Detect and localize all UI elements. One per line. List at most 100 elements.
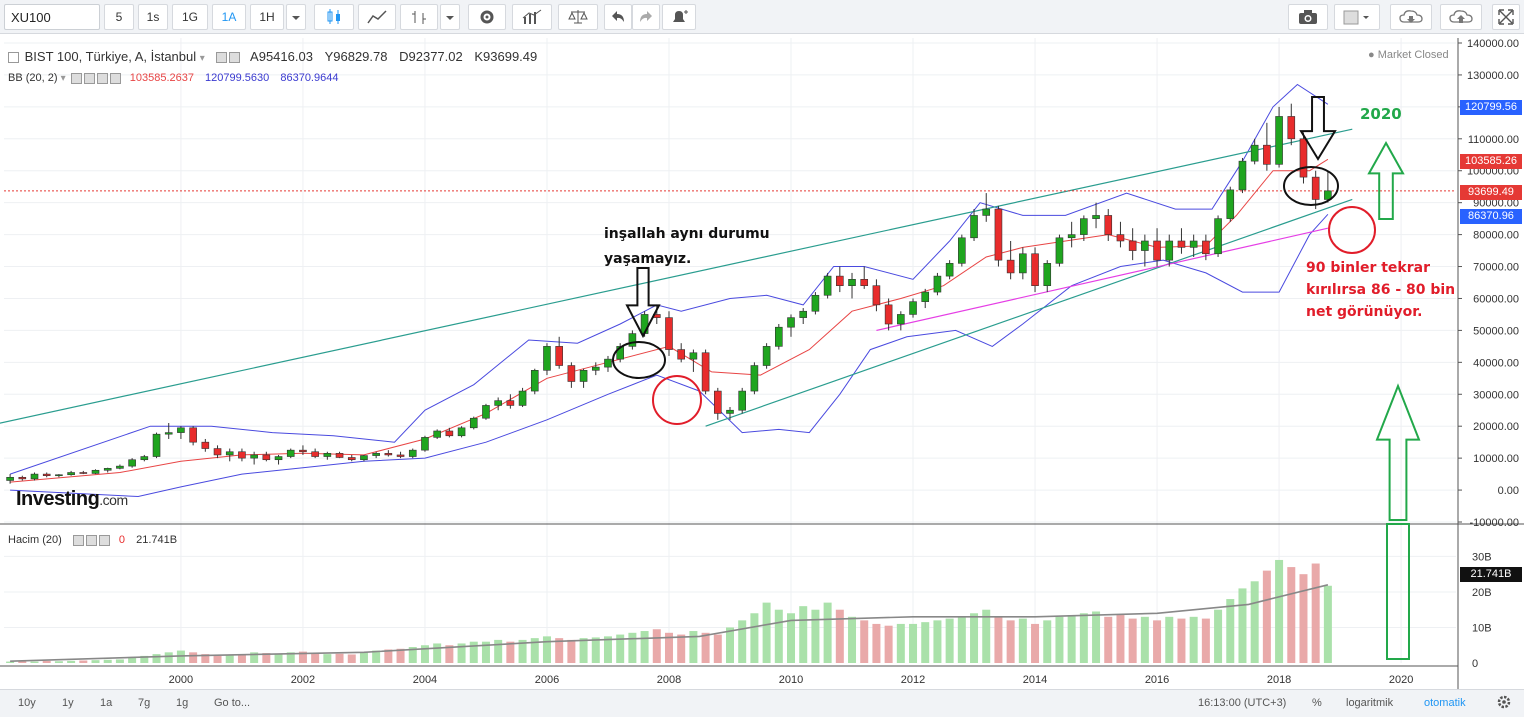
volume-bar [347, 654, 356, 663]
volume-bar [1104, 616, 1113, 663]
volume-bar [1153, 620, 1162, 663]
volume-bar [445, 645, 454, 663]
legend-close: K93699.49 [474, 49, 538, 64]
range-10y[interactable]: 10y [18, 697, 36, 709]
candle-down [445, 430, 454, 437]
volume-bar [494, 639, 503, 663]
time-tick-label: 2014 [1023, 674, 1047, 686]
volume-bar [1092, 611, 1101, 663]
volume-bar [286, 652, 295, 663]
volume-bar [555, 638, 564, 663]
range-7g[interactable]: 7g [138, 697, 151, 709]
up-arrow-stem-shape [1386, 523, 1410, 660]
volume-bar [933, 620, 942, 663]
layout-button[interactable] [1334, 4, 1380, 30]
bb-basis-line [10, 158, 1329, 483]
volume-bar [225, 655, 234, 663]
line-style-button[interactable] [358, 4, 396, 30]
candle-up [1189, 240, 1198, 248]
candle-down [1104, 215, 1113, 235]
alert-button[interactable] [662, 4, 696, 30]
candle-down [1202, 240, 1210, 255]
volume-bar [701, 632, 710, 663]
symbol-input[interactable]: XU100 [4, 4, 100, 30]
volume-bar [42, 660, 51, 663]
save-cloud-button[interactable] [1390, 4, 1432, 30]
candle-down [713, 390, 722, 414]
settings-button[interactable] [468, 4, 506, 30]
price-tick-label: 80000.00 [1473, 230, 1519, 242]
candle-up [738, 390, 747, 411]
candle-down [201, 441, 210, 449]
volume-bar [1140, 616, 1149, 663]
candle-down [860, 279, 869, 286]
range-1g[interactable]: 1g [176, 697, 189, 709]
candle-down [238, 451, 246, 459]
volume-bar [738, 620, 747, 663]
volume-bar [1079, 613, 1088, 663]
indicators-button[interactable] [512, 4, 552, 30]
volume-bar [848, 616, 857, 663]
volume-bar [1031, 623, 1040, 663]
candle-style-button[interactable] [314, 4, 354, 30]
up-arrow-shape [1367, 140, 1405, 220]
redo-button[interactable] [632, 4, 660, 30]
volume-bar [628, 632, 637, 663]
price-tick-label: 90000.00 [1473, 198, 1519, 210]
compare-button[interactable] [558, 4, 598, 30]
log-toggle[interactable]: logaritmik [1346, 697, 1394, 709]
candle-up [116, 465, 124, 469]
percent-toggle[interactable]: % [1312, 697, 1322, 709]
price-tick-label: 0.00 [1498, 485, 1519, 497]
load-cloud-button[interactable] [1440, 4, 1482, 30]
auto-toggle[interactable]: otomatik [1424, 697, 1466, 709]
volume-bar [1165, 616, 1174, 663]
volume-bar [1311, 563, 1320, 663]
volume-bar [945, 618, 954, 663]
chevron-down-icon[interactable]: ▾ [199, 53, 205, 64]
candle-up [408, 449, 417, 457]
bar-style-button[interactable] [400, 4, 438, 30]
volume-bar [311, 653, 320, 663]
interval-5[interactable]: 5 [104, 4, 134, 30]
range-1y[interactable]: 1y [62, 697, 74, 709]
interval-1h[interactable]: 1H [250, 4, 284, 30]
square-layout-icon [1343, 10, 1369, 25]
goto-button[interactable]: Go to... [214, 697, 251, 709]
candle-up [1080, 218, 1088, 235]
volume-legend: Hacim (20) 0 21.741B [8, 534, 177, 546]
undo-button[interactable] [604, 4, 632, 30]
style-dropdown[interactable] [440, 4, 460, 30]
candle-down [299, 449, 307, 453]
candle-down [836, 275, 844, 286]
interval-1a[interactable]: 1A [212, 4, 246, 30]
interval-dropdown[interactable] [286, 4, 306, 30]
candle-up [323, 453, 332, 457]
interval-1s[interactable]: 1s [138, 4, 168, 30]
legend-icons[interactable] [70, 72, 123, 84]
volume-bar [359, 652, 368, 663]
fullscreen-button[interactable] [1492, 4, 1520, 30]
candle-up [1165, 240, 1174, 261]
investing-logo: Investing.com [16, 488, 128, 510]
range-1a[interactable]: 1a [100, 697, 113, 709]
highlight-ellipse [612, 341, 666, 379]
chevron-down-icon[interactable]: ▾ [60, 73, 66, 84]
volume-bar [762, 602, 771, 663]
interval-1g[interactable]: 1G [172, 4, 208, 30]
volume-bar [677, 634, 686, 663]
price-chart[interactable]: 140000.00130000.00120000.00110000.001000… [0, 38, 1524, 689]
collapse-icon[interactable] [8, 52, 19, 64]
gear-icon[interactable] [1496, 694, 1512, 713]
snapshot-button[interactable] [1288, 4, 1328, 30]
volume-bar [115, 659, 124, 663]
candle-down [1299, 138, 1308, 178]
legend-icons[interactable] [72, 534, 112, 546]
candle-down [884, 304, 893, 325]
volume-bar [433, 643, 442, 663]
volume-bar [1177, 618, 1186, 663]
candle-up [30, 473, 39, 480]
undo-icon [612, 11, 624, 22]
symbol-title: BIST 100, Türkiye, A, İstanbul [24, 49, 197, 64]
legend-icons[interactable] [216, 49, 242, 64]
